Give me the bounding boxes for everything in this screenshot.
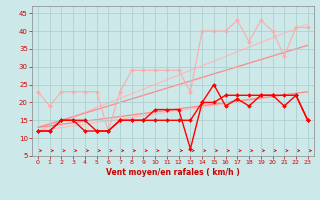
X-axis label: Vent moyen/en rafales ( km/h ): Vent moyen/en rafales ( km/h ) [106, 168, 240, 177]
